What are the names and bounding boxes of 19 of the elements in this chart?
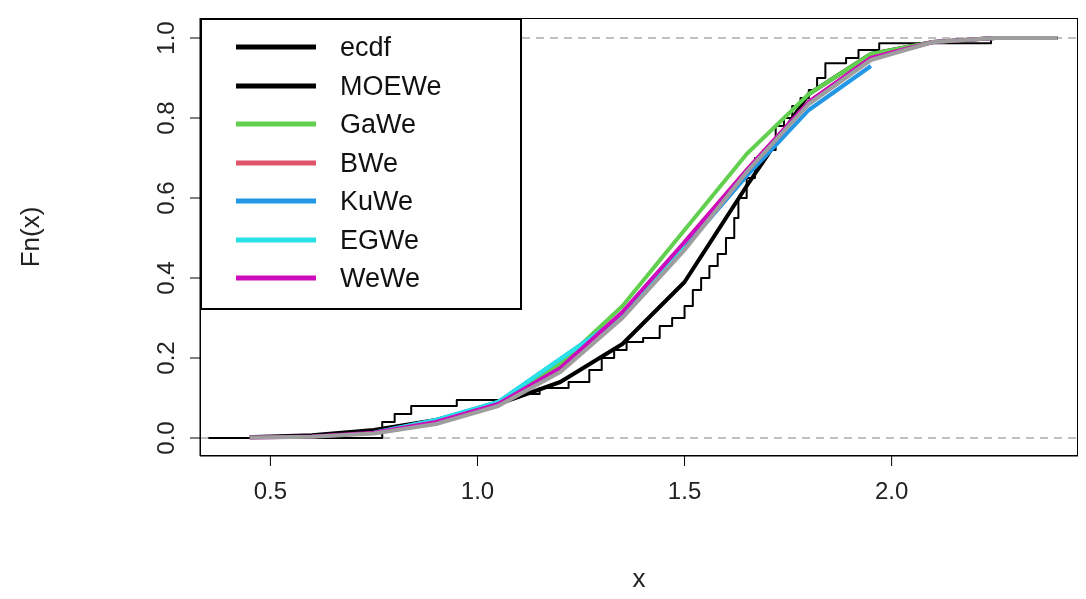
legend-label: BWe [340, 146, 399, 180]
legend-label: ecdf [340, 31, 392, 64]
x-tick-label: 0.5 [253, 477, 288, 505]
x-tick-label: 1.0 [460, 477, 495, 505]
y-tick-label: 0.6 [152, 181, 179, 215]
legend-label: MOEWe [340, 69, 442, 103]
x-axis-title: x [632, 563, 646, 593]
y-tick-label: 0.4 [152, 261, 179, 295]
legend-label: KuWe [340, 185, 414, 218]
x-tick-label: 1.5 [667, 477, 702, 505]
legend-label: WeWe [340, 262, 421, 295]
legend-label: GaWe [340, 108, 417, 141]
y-tick-label: 0.0 [152, 421, 179, 455]
y-axis-title: Fn(x) [15, 206, 46, 268]
x-tick-label: 2.0 [874, 477, 909, 505]
y-tick-label: 0.8 [152, 101, 179, 135]
legend-label: EGWe [340, 223, 420, 257]
y-tick-label: 1.0 [152, 21, 179, 55]
y-tick-label: 0.2 [152, 341, 179, 375]
